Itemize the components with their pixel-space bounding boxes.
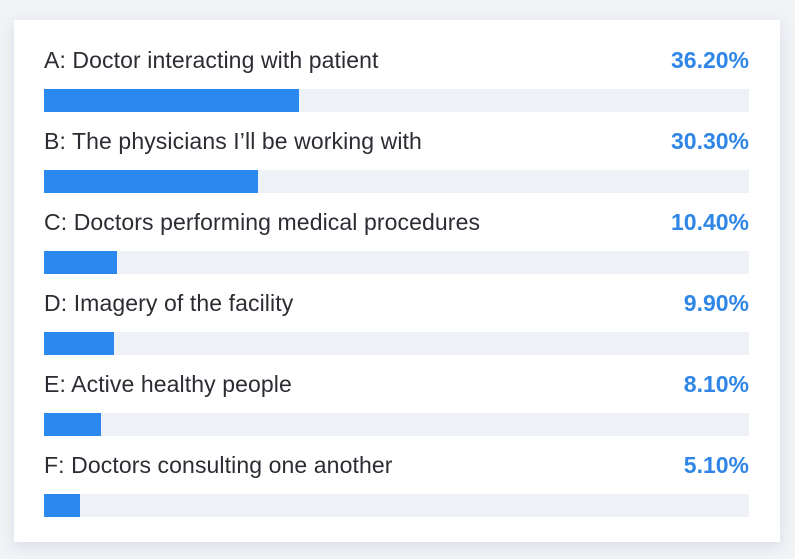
percentage-label: 8.10% (683, 371, 749, 397)
result-row-d: D: Imagery of the facility 9.90% (44, 288, 749, 369)
category-label: E: Active healthy people (44, 371, 292, 397)
result-row-f: F: Doctors consulting one another 5.10% (44, 450, 749, 531)
poll-results-card: A: Doctor interacting with patient 36.20%… (14, 20, 780, 542)
result-row-header: A: Doctor interacting with patient 36.20% (44, 45, 749, 89)
result-row-header: C: Doctors performing medical procedures… (44, 207, 749, 251)
category-label: C: Doctors performing medical procedures (44, 209, 481, 235)
result-row-c: C: Doctors performing medical procedures… (44, 207, 749, 288)
bar-track (44, 332, 749, 355)
bar-fill (44, 494, 80, 517)
bar-track (44, 494, 749, 517)
result-row-header: F: Doctors consulting one another 5.10% (44, 450, 749, 494)
category-label: B: The physicians I’ll be working with (44, 128, 422, 154)
percentage-label: 10.40% (670, 209, 749, 235)
bar-fill (44, 89, 300, 112)
result-row-header: E: Active healthy people 8.10% (44, 369, 749, 413)
bar-fill (44, 413, 102, 436)
result-row-header: D: Imagery of the facility 9.90% (44, 288, 749, 332)
result-row-b: B: The physicians I’ll be working with 30… (44, 126, 749, 207)
bar-fill (44, 332, 114, 355)
bar-track (44, 89, 749, 112)
bar-fill (44, 251, 118, 274)
bar-track (44, 251, 749, 274)
bar-fill (44, 170, 258, 193)
result-row-e: E: Active healthy people 8.10% (44, 369, 749, 450)
percentage-label: 36.20% (670, 47, 749, 73)
category-label: F: Doctors consulting one another (44, 452, 393, 478)
bar-track (44, 413, 749, 436)
results-list: A: Doctor interacting with patient 36.20%… (44, 45, 749, 531)
category-label: A: Doctor interacting with patient (44, 47, 379, 73)
percentage-label: 30.30% (670, 128, 749, 154)
result-row-header: B: The physicians I’ll be working with 30… (44, 126, 749, 170)
result-row-a: A: Doctor interacting with patient 36.20% (44, 45, 749, 126)
category-label: D: Imagery of the facility (44, 290, 294, 316)
percentage-label: 9.90% (683, 290, 749, 316)
bar-track (44, 170, 749, 193)
percentage-label: 5.10% (683, 452, 749, 478)
